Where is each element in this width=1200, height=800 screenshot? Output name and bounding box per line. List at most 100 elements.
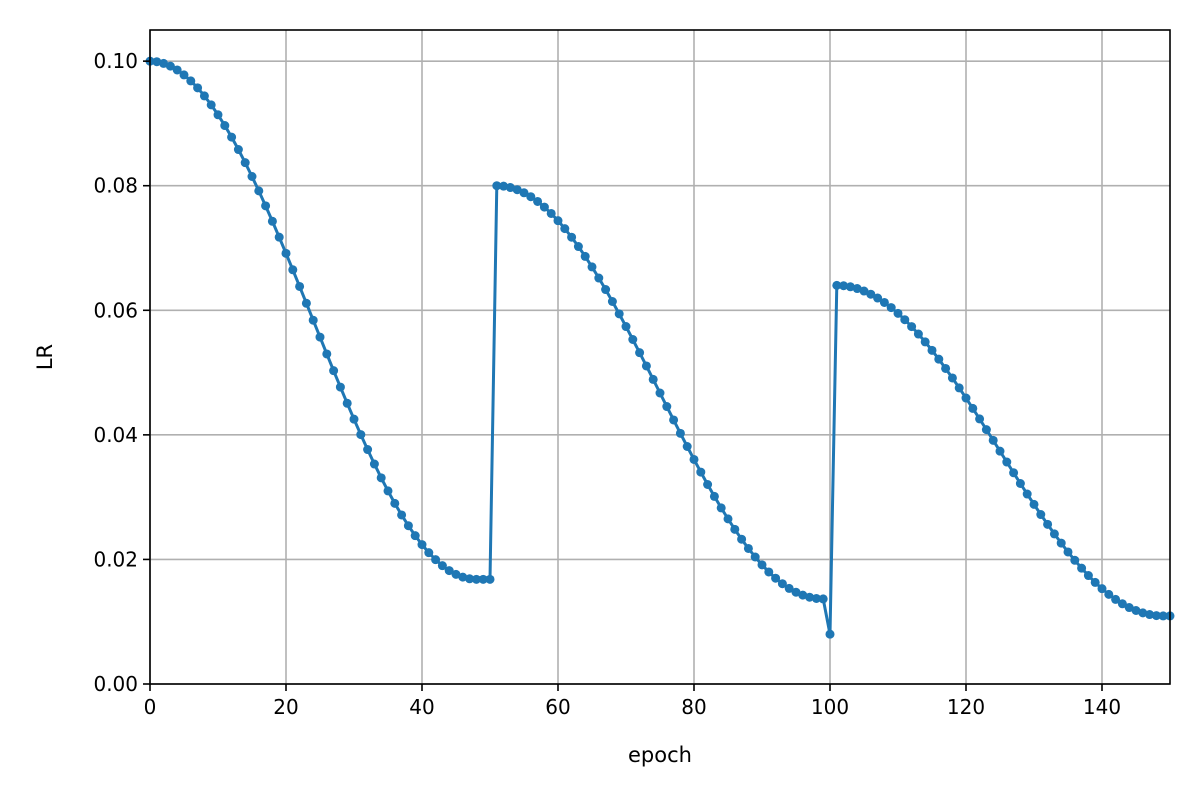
data-point <box>798 590 808 600</box>
data-point <box>1015 479 1025 488</box>
data-point <box>635 348 645 358</box>
data-point <box>254 186 264 196</box>
data-point <box>485 574 495 584</box>
data-point <box>288 265 298 275</box>
data-point <box>723 514 733 524</box>
data-point <box>1002 457 1012 467</box>
y-tick-label: 0.00 <box>93 672 138 696</box>
data-point <box>397 510 407 520</box>
data-point <box>410 531 420 541</box>
data-point <box>533 196 543 206</box>
data-point <box>437 561 447 571</box>
data-point <box>1049 529 1059 539</box>
data-point <box>172 65 182 75</box>
data-point <box>403 521 413 531</box>
y-tick-label: 0.08 <box>93 174 138 198</box>
data-point <box>886 303 896 313</box>
data-point <box>648 374 658 384</box>
data-point <box>1124 603 1134 613</box>
data-point <box>335 382 345 392</box>
data-point <box>607 297 617 306</box>
data-point <box>1029 499 1039 509</box>
data-point <box>845 282 855 292</box>
data-point <box>954 383 964 393</box>
data-point <box>492 181 502 191</box>
data-point <box>968 403 978 413</box>
data-point <box>1117 599 1127 609</box>
x-tick-label: 80 <box>681 695 706 719</box>
data-point <box>975 414 985 424</box>
data-point <box>342 398 352 408</box>
data-point <box>737 534 747 544</box>
data-point <box>682 442 692 451</box>
data-point <box>458 572 468 582</box>
data-point <box>811 593 821 603</box>
data-point <box>417 540 427 550</box>
x-tick-label: 20 <box>273 695 298 719</box>
data-point <box>1131 606 1141 615</box>
data-point <box>499 181 509 191</box>
data-point <box>859 286 869 296</box>
data-point <box>1043 519 1053 529</box>
data-point <box>1138 608 1148 618</box>
data-point <box>927 345 937 355</box>
data-point <box>628 335 638 344</box>
data-point <box>383 486 393 496</box>
y-tick-label: 0.02 <box>93 547 138 571</box>
data-point <box>669 415 679 425</box>
data-point <box>1077 563 1087 573</box>
data-point <box>818 594 828 604</box>
data-point <box>750 552 760 562</box>
data-point <box>206 100 216 110</box>
data-point <box>444 566 454 576</box>
data-point <box>1090 577 1100 587</box>
data-point <box>614 309 624 319</box>
data-point <box>376 473 386 483</box>
grid <box>149 30 1170 685</box>
data-point <box>349 414 359 424</box>
data-point <box>825 629 835 639</box>
data-point <box>471 574 481 584</box>
data-point <box>764 567 774 577</box>
data-point <box>240 158 250 168</box>
data-point <box>512 185 522 195</box>
data-point <box>193 83 203 93</box>
data-point <box>1009 468 1019 478</box>
data-point <box>539 202 549 212</box>
data-point <box>519 188 529 198</box>
data-point <box>587 262 597 272</box>
data-point <box>1151 611 1161 621</box>
data-point <box>893 308 903 318</box>
data-point <box>873 293 883 303</box>
data-point <box>526 192 536 202</box>
data-point <box>159 58 169 68</box>
x-tick-label: 60 <box>545 695 570 719</box>
data-point <box>267 216 277 226</box>
data-point <box>784 583 794 593</box>
data-point <box>573 242 583 252</box>
data-point <box>689 454 699 464</box>
data-point <box>1111 594 1121 604</box>
data-point <box>274 232 284 242</box>
y-axis-label: LR <box>33 344 57 370</box>
data-point <box>675 428 685 438</box>
data-point <box>594 273 604 283</box>
plot-area <box>145 56 1175 639</box>
x-tick-label: 120 <box>947 695 985 719</box>
data-point <box>424 548 434 558</box>
y-tick-label: 0.04 <box>93 423 138 447</box>
data-point <box>907 322 917 332</box>
data-point <box>281 248 291 258</box>
data-point <box>852 284 862 294</box>
x-tick-label: 100 <box>811 695 849 719</box>
data-point <box>580 251 590 261</box>
data-point <box>560 224 570 234</box>
data-point <box>757 560 767 570</box>
data-point <box>247 172 257 181</box>
data-point <box>1022 489 1032 499</box>
data-point <box>743 543 753 553</box>
data-point <box>641 361 651 371</box>
data-point <box>1036 510 1046 520</box>
data-point <box>777 579 787 589</box>
